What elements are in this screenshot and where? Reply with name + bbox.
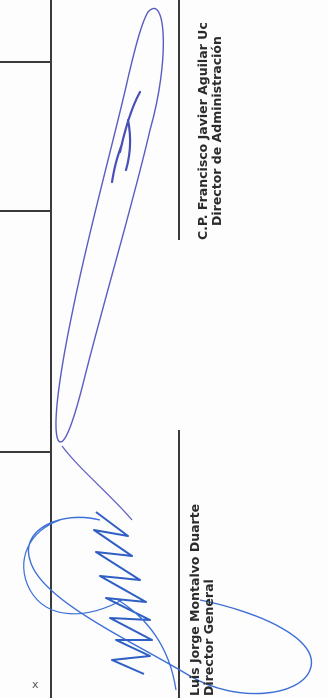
signatory-title-general: Director General <box>201 579 216 696</box>
signature-line-director-administracion <box>178 0 180 240</box>
signatory-name-administracion: C.P. Francisco Javier Aguilar Uc <box>195 22 210 240</box>
table-row-divider <box>0 210 52 212</box>
signature-general-loop-1 <box>27 516 313 695</box>
signatory-name-general: Luis Jorge Montalvo Duarte <box>187 503 202 696</box>
signature-general-loop-2 <box>23 519 123 615</box>
signature-administracion-tail <box>61 445 133 521</box>
signature-administracion-loop <box>55 8 165 443</box>
table-right-border <box>50 0 52 698</box>
signature-general-scribble <box>93 511 153 675</box>
edge-mark: x <box>32 678 39 691</box>
table-row-divider <box>0 451 52 453</box>
signature-administracion-stroke <box>110 90 142 184</box>
signature-general-flourish <box>117 599 177 691</box>
signature-line-director-general <box>178 430 180 698</box>
table-row-divider <box>0 61 52 63</box>
signatory-title-administracion: Director de Administración <box>209 36 224 226</box>
